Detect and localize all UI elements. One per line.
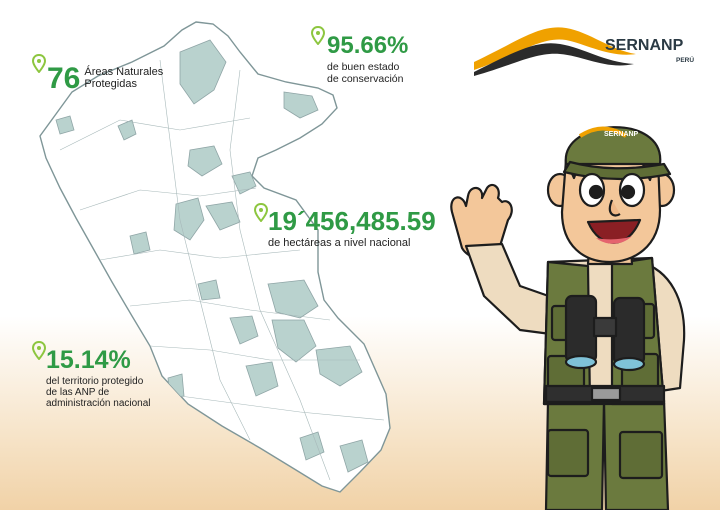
- peru-outline: [39, 21, 391, 493]
- logo-name: SERNANP: [605, 37, 684, 54]
- stat-conservation-line2: de conservación: [327, 73, 404, 85]
- stat-areas-line2: Protegidas: [84, 78, 137, 90]
- stat-areas-line1: Áreas Naturales: [84, 66, 164, 78]
- stat-territory-number: 15.14%: [46, 346, 131, 374]
- stat-conservation-number: 95.66%: [327, 32, 409, 59]
- stat-hectares-line1: de hectáreas a nivel nacional: [268, 237, 411, 249]
- stat-areas: 76 Áreas Naturales Protegidas: [47, 64, 163, 94]
- stat-territory-line2: de las ANP de: [46, 387, 110, 398]
- location-pin-icon: [31, 53, 47, 74]
- stat-areas-number: 76: [47, 62, 81, 95]
- stat-conservation: 95.66% de buen estado de conservación: [327, 32, 409, 86]
- stat-territory-line3: administración nacional: [46, 398, 151, 409]
- stat-territory-line1: del territorio protegido: [46, 376, 144, 387]
- department-borders: [59, 59, 385, 481]
- location-pin-icon: [31, 340, 47, 361]
- protected-areas: [55, 39, 369, 473]
- stat-hectares-number: 19´456,485.59: [268, 206, 436, 236]
- location-pin-icon: [310, 25, 326, 46]
- location-pin-icon: [253, 202, 269, 223]
- cap-logo-text: SERNANP: [604, 131, 639, 138]
- logo-country: PERÚ: [676, 57, 695, 64]
- stat-territory: 15.14% del territorio protegido de las A…: [46, 346, 151, 410]
- stat-hectares: 19´456,485.59 de hectáreas a nivel nacio…: [268, 208, 436, 249]
- stat-conservation-line1: de buen estado: [327, 61, 400, 73]
